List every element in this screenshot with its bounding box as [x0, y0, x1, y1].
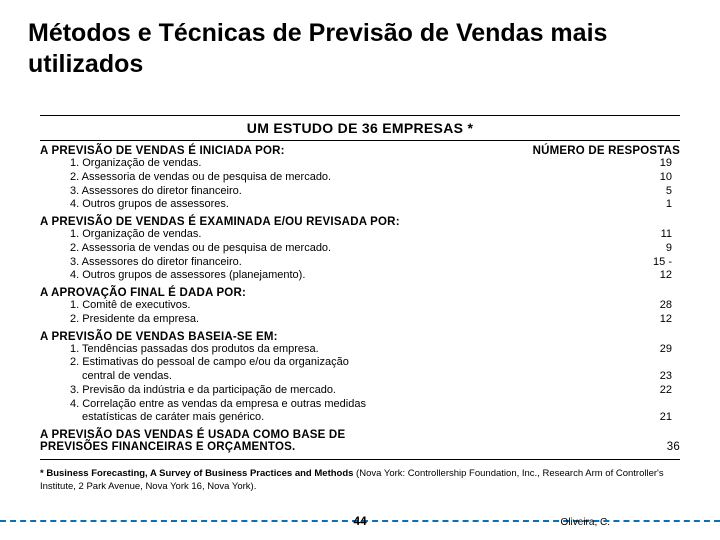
item-value: 36	[667, 441, 680, 453]
section-head-label: A PREVISÃO DE VENDAS BASEIA-SE EM:	[40, 331, 278, 343]
footnote-bold: * Business Forecasting, A Survey of Busi…	[40, 468, 353, 479]
item-label: 2. Assessoria de vendas ou de pesquisa d…	[40, 242, 640, 256]
item-value: 12	[640, 313, 680, 327]
table-row: central de vendas.23	[40, 370, 680, 384]
item-value	[640, 356, 680, 370]
item-value: 1	[640, 198, 680, 212]
item-label-cont: estatísticas de caráter mais genérico.	[40, 411, 640, 425]
item-value: 10	[640, 171, 680, 185]
page-number: 44	[0, 514, 720, 528]
table-row: estatísticas de caráter mais genérico.21	[40, 411, 680, 425]
credit: Oliveira, C.	[561, 517, 610, 528]
section-3: A PREVISÃO DE VENDAS BASEIA-SE EM: 1. Te…	[40, 331, 680, 426]
item-label: 4. Correlação entre as vendas da empresa…	[40, 398, 640, 412]
table-row: 3. Previsão da indústria e da participaç…	[40, 384, 680, 398]
item-label-cont: central de vendas.	[40, 370, 640, 384]
section-2: A APROVAÇÃO FINAL É DADA POR: 1. Comitê …	[40, 287, 680, 327]
study-container: UM ESTUDO DE 36 EMPRESAS * A PREVISÃO DE…	[40, 115, 680, 494]
table-row: 1. Comitê de executivos.28	[40, 299, 680, 313]
item-label: 2. Estimativas do pessoal de campo e/ou …	[40, 356, 640, 370]
column-right-label: NÚMERO DE RESPOSTAS	[533, 145, 680, 157]
section-head-3: A PREVISÃO DE VENDAS BASEIA-SE EM:	[40, 331, 680, 343]
section-head-0: A PREVISÃO DE VENDAS É INICIADA POR: NÚM…	[40, 145, 680, 157]
study-title: UM ESTUDO DE 36 EMPRESAS	[247, 120, 463, 136]
study-title-row: UM ESTUDO DE 36 EMPRESAS *	[40, 115, 680, 141]
item-label: 4. Outros grupos de assessores (planejam…	[40, 269, 640, 283]
table-row: 1. Organização de vendas.19	[40, 157, 680, 171]
table-row: 4. Correlação entre as vendas da empresa…	[40, 398, 680, 412]
table-row: 2. Estimativas do pessoal de campo e/ou …	[40, 356, 680, 370]
table-row: 2. Presidente da empresa.12	[40, 313, 680, 327]
item-value: 28	[640, 299, 680, 313]
section-1: A PREVISÃO DE VENDAS É EXAMINADA E/OU RE…	[40, 216, 680, 283]
section-head-label2: PREVISÕES FINANCEIRAS E ORÇAMENTOS.	[40, 441, 295, 453]
table-row: 2. Assessoria de vendas ou de pesquisa d…	[40, 242, 680, 256]
item-value: 23	[640, 370, 680, 384]
item-value: 29	[640, 343, 680, 357]
item-value: 21	[640, 411, 680, 425]
table-row: 3. Assessores do diretor financeiro.5	[40, 185, 680, 199]
item-value: 19	[640, 157, 680, 171]
section-4: A PREVISÃO DAS VENDAS É USADA COMO BASE …	[40, 429, 680, 453]
item-label: 3. Assessores do diretor financeiro.	[40, 256, 640, 270]
section-head-label: A PREVISÃO DAS VENDAS É USADA COMO BASE …	[40, 429, 345, 441]
section-head-label: A APROVAÇÃO FINAL É DADA POR:	[40, 287, 246, 299]
section-0: A PREVISÃO DE VENDAS É INICIADA POR: NÚM…	[40, 145, 680, 212]
table-row: 4. Outros grupos de assessores (planejam…	[40, 269, 680, 283]
item-label: 2. Presidente da empresa.	[40, 313, 640, 327]
section-head-4b: PREVISÕES FINANCEIRAS E ORÇAMENTOS. 36	[40, 441, 680, 453]
item-value: 15 -	[640, 256, 680, 270]
item-value: 11	[640, 228, 680, 242]
item-label: 1. Organização de vendas.	[40, 228, 640, 242]
item-label: 4. Outros grupos de assessores.	[40, 198, 640, 212]
section-head-4: A PREVISÃO DAS VENDAS É USADA COMO BASE …	[40, 429, 680, 441]
table-row: 2. Assessoria de vendas ou de pesquisa d…	[40, 171, 680, 185]
table-row: 1. Organização de vendas.11	[40, 228, 680, 242]
item-label: 3. Assessores do diretor financeiro.	[40, 185, 640, 199]
footnote: * Business Forecasting, A Survey of Busi…	[40, 468, 680, 494]
item-label: 1. Tendências passadas dos produtos da e…	[40, 343, 640, 357]
item-value: 9	[640, 242, 680, 256]
item-value: 22	[640, 384, 680, 398]
item-label: 1. Comitê de executivos.	[40, 299, 640, 313]
section-head-2: A APROVAÇÃO FINAL É DADA POR:	[40, 287, 680, 299]
table-row: 3. Assessores do diretor financeiro.15 -	[40, 256, 680, 270]
item-value: 5	[640, 185, 680, 199]
item-value	[640, 398, 680, 412]
table-row: 4. Outros grupos de assessores.1	[40, 198, 680, 212]
divider	[40, 459, 680, 460]
section-head-label: A PREVISÃO DE VENDAS É EXAMINADA E/OU RE…	[40, 216, 400, 228]
item-value: 12	[640, 269, 680, 283]
section-head-1: A PREVISÃO DE VENDAS É EXAMINADA E/OU RE…	[40, 216, 680, 228]
item-label: 3. Previsão da indústria e da participaç…	[40, 384, 640, 398]
item-label: 1. Organização de vendas.	[40, 157, 640, 171]
item-label: 2. Assessoria de vendas ou de pesquisa d…	[40, 171, 640, 185]
asterisk-icon: *	[467, 120, 473, 136]
slide-title: Métodos e Técnicas de Previsão de Vendas…	[28, 18, 692, 81]
table-row: 1. Tendências passadas dos produtos da e…	[40, 343, 680, 357]
section-head-label: A PREVISÃO DE VENDAS É INICIADA POR:	[40, 145, 285, 157]
